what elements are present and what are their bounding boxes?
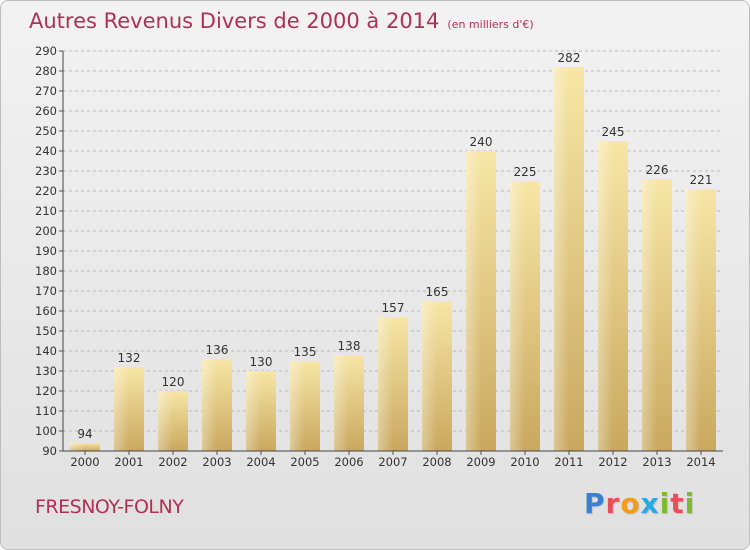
bar-value-labels: 94 132 120 136 130 135 138 157 165 240 225 282 245 22… [77,51,712,441]
y-tick-label-110: 110 [35,404,57,418]
bar-value-label-2014: 221 [690,173,713,187]
bar-highlight-2004 [246,371,261,451]
y-tick-label-170: 170 [35,284,57,298]
x-tick-label-2009: 2009 [466,455,495,469]
y-tick-label-120: 120 [35,384,57,398]
bar-highlight-2011 [554,67,569,451]
chart-subtitle: (en milliers d'€) [447,18,534,31]
x-tick-label-2012: 2012 [598,455,627,469]
y-tick-label-240: 240 [35,144,57,158]
bar-highlight-2013 [642,179,657,451]
y-tick-label-100: 100 [35,424,57,438]
bar-highlight-2000 [70,443,85,451]
x-tick-label-2000: 2000 [70,455,99,469]
x-tick-label-2007: 2007 [378,455,407,469]
bar-value-label-2007: 157 [382,301,405,315]
y-tick-label-260: 260 [35,104,57,118]
y-tick-label-160: 160 [35,304,57,318]
chart-title-text: Autres Revenus Divers de 2000 à 2014 [29,9,440,33]
y-tick-label-220: 220 [35,184,57,198]
logo-letter: i [659,487,671,520]
bar-highlight-2006 [334,355,349,451]
bar-highlight-2010 [510,181,525,451]
y-tick-label-250: 250 [35,124,57,138]
y-tick-label-280: 280 [35,64,57,78]
bar-highlight-2001 [114,367,129,451]
bar-value-label-2000: 94 [77,427,92,441]
x-tick-label-2010: 2010 [510,455,539,469]
y-tick-label-230: 230 [35,164,57,178]
commune-name: FRESNOY-FOLNY [35,496,184,518]
x-axis-tick-labels: 2000 2001 2002 2003 2004 2005 2006 2007 2008 2009… [70,451,716,469]
logo-letter: t [670,487,685,520]
bar-value-label-2006: 138 [338,339,361,353]
chart-title: Autres Revenus Divers de 2000 à 2014 (en … [29,9,534,33]
bar-value-label-2013: 226 [646,163,669,177]
x-tick-label-2008: 2008 [422,455,451,469]
proxiti-logo: Proxiti [584,487,695,520]
bar-value-label-2005: 135 [294,345,317,359]
x-tick-label-2006: 2006 [334,455,363,469]
bar-value-label-2002: 120 [162,375,185,389]
bar-highlight-2008 [422,301,437,451]
logo-letter: x [640,487,660,520]
x-tick-label-2005: 2005 [290,455,319,469]
x-tick-label-2004: 2004 [246,455,275,469]
logo-letter: r [605,487,621,520]
x-tick-label-2011: 2011 [554,455,583,469]
bar-highlight-2007 [378,317,393,451]
x-tick-label-2003: 2003 [202,455,231,469]
x-tick-label-2013: 2013 [642,455,671,469]
bar-value-label-2012: 245 [602,125,625,139]
y-tick-label-270: 270 [35,84,57,98]
bar-value-label-2011: 282 [558,51,581,65]
axes [62,51,723,452]
y-tick-label-210: 210 [35,204,57,218]
x-tick-label-2014: 2014 [686,455,715,469]
bar-highlight-2005 [290,361,305,451]
bar-highlight-2014 [686,189,701,451]
y-axis-tick-labels: 90 100 110 120 130 140 150 160 170 180 190 200 210 22… [35,44,63,458]
bar-highlight-2003 [202,359,217,451]
bar-value-label-2010: 225 [514,165,537,179]
y-tick-label-190: 190 [35,244,57,258]
bar-value-label-2009: 240 [470,135,493,149]
y-tick-label-90: 90 [42,444,57,458]
y-tick-label-140: 140 [35,344,57,358]
bar-value-label-2008: 165 [426,285,449,299]
bar-highlight-2002 [158,391,173,451]
logo-letter: i [684,487,696,520]
bar-value-label-2004: 130 [250,355,273,369]
y-tick-label-290: 290 [35,44,57,58]
logo-letter: P [584,487,606,520]
bar-highlight-2009 [466,151,481,451]
bar-value-label-2001: 132 [118,351,141,365]
y-tick-label-180: 180 [35,264,57,278]
y-tick-label-130: 130 [35,364,57,378]
x-tick-label-2001: 2001 [114,455,143,469]
bar-highlight-2012 [598,141,613,451]
y-tick-label-200: 200 [35,224,57,238]
bar-value-label-2003: 136 [206,343,229,357]
x-tick-label-2002: 2002 [158,455,187,469]
y-tick-label-150: 150 [35,324,57,338]
bars [70,67,716,451]
logo-letter: o [620,487,641,520]
